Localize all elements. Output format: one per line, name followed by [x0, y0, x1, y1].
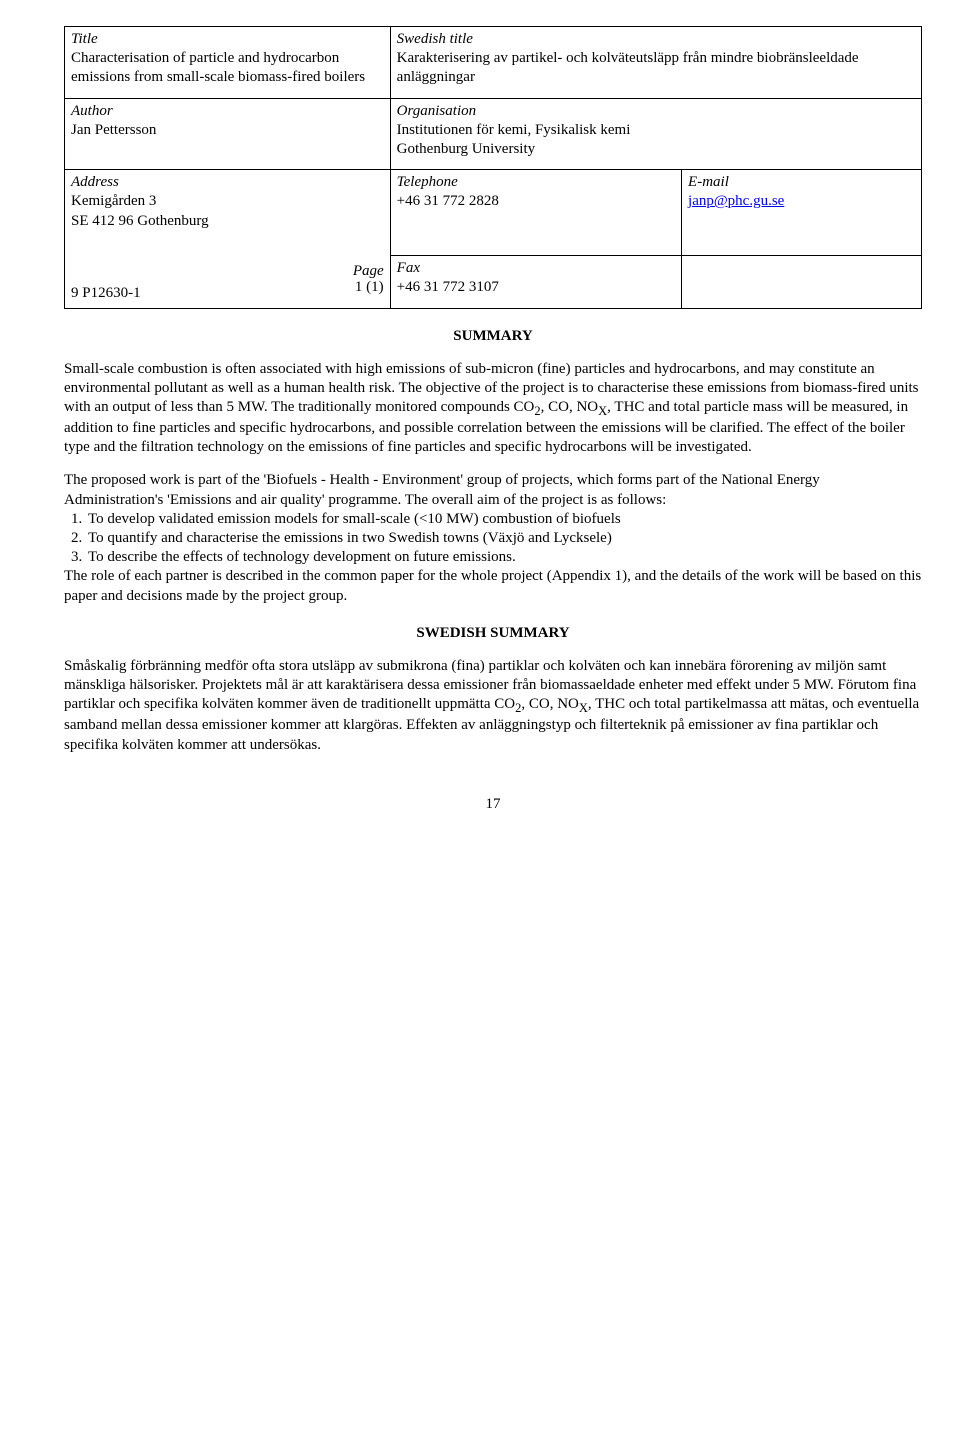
telephone-value: +46 31 772 2828: [397, 193, 499, 209]
metadata-table: Title Characterisation of particle and h…: [64, 26, 922, 309]
organisation-line1: Institutionen för kemi, Fysikalisk kemi: [397, 122, 631, 138]
address-line2: SE 412 96 Gothenburg: [71, 213, 209, 229]
aims-list: To develop validated emission models for…: [68, 510, 922, 568]
page-number: 17: [64, 795, 922, 814]
aim-item: To develop validated emission models for…: [86, 510, 922, 529]
author-label: Author: [71, 103, 113, 119]
email-link[interactable]: janp@phc.gu.se: [688, 193, 784, 209]
address-label: Address: [71, 174, 119, 190]
swedish-title-cell: Swedish title Karakterisering av partike…: [390, 27, 921, 99]
aims-intro: The proposed work is part of the 'Biofue…: [64, 472, 820, 507]
fax-cell: Fax +46 31 772 3107: [390, 256, 681, 308]
organisation-line2: Gothenburg University: [397, 141, 535, 157]
page-value: 1 (1): [355, 278, 384, 297]
empty-cell: [682, 256, 922, 308]
aims-outro: The role of each partner is described in…: [64, 568, 921, 603]
swedish-summary-paragraph: Småskalig förbränning medför ofta stora …: [64, 657, 922, 755]
aim-item: To describe the effects of technology de…: [86, 548, 922, 567]
organisation-cell: Organisation Institutionen för kemi, Fys…: [390, 98, 921, 170]
fax-label: Fax: [397, 260, 420, 276]
telephone-cell: Telephone +46 31 772 2828: [390, 170, 681, 256]
fax-value: +46 31 772 3107: [397, 279, 499, 295]
address-line1: Kemigården 3: [71, 193, 156, 209]
address-cell: Address Kemigården 3 SE 412 96 Gothenbur…: [65, 170, 391, 308]
summary-paragraph-2: The proposed work is part of the 'Biofue…: [64, 471, 922, 605]
title-label: Title: [71, 31, 98, 47]
swedish-title-value: Karakterisering av partikel- och kolväte…: [397, 50, 859, 85]
author-value: Jan Pettersson: [71, 122, 156, 138]
project-id: 9 P12630-1: [71, 285, 141, 301]
organisation-label: Organisation: [397, 103, 476, 119]
author-cell: Author Jan Pettersson: [65, 98, 391, 170]
swedish-summary-heading: SWEDISH SUMMARY: [64, 624, 922, 643]
title-value: Characterisation of particle and hydroca…: [71, 50, 365, 85]
email-cell: E-mail janp@phc.gu.se: [682, 170, 922, 256]
telephone-label: Telephone: [397, 174, 458, 190]
swedish-title-label: Swedish title: [397, 31, 473, 47]
aim-item: To quantify and characterise the emissio…: [86, 529, 922, 548]
email-label: E-mail: [688, 174, 729, 190]
summary-heading: SUMMARY: [64, 327, 922, 346]
title-cell: Title Characterisation of particle and h…: [65, 27, 391, 99]
summary-paragraph-1: Small-scale combustion is often associat…: [64, 360, 922, 458]
